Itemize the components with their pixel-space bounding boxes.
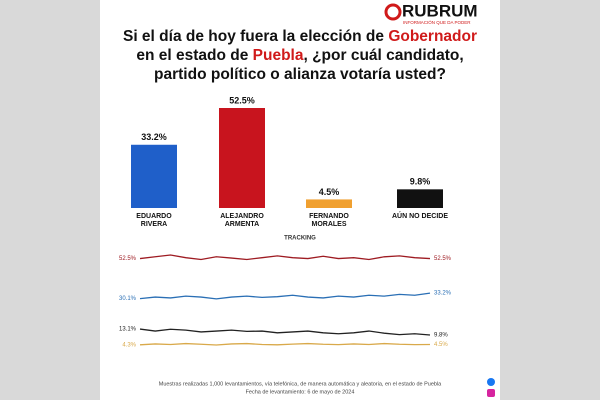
instagram-icon xyxy=(487,389,495,397)
tracking-line xyxy=(139,254,431,261)
logo-tagline: INFORMACIÓN QUE DA PODER xyxy=(403,19,471,25)
tracking-line xyxy=(139,292,431,300)
bar xyxy=(397,189,443,208)
tracking-line xyxy=(139,328,431,336)
value-label: 33.2% xyxy=(141,132,167,142)
line-value-label: 9.8% xyxy=(434,333,448,339)
category-label: EDUARDO RIVERA xyxy=(136,213,172,228)
title-highlight: Gobernador xyxy=(388,28,478,45)
bar xyxy=(306,199,352,208)
category-label: ALEJANDRO ARMENTA xyxy=(220,213,264,228)
line-value-label: 30.1% xyxy=(119,296,137,302)
footer: Muestras realizadas 1,000 levantamientos… xyxy=(159,381,442,387)
bar xyxy=(219,108,265,208)
logo-icon xyxy=(384,3,402,21)
category-label: FERNANDO MORALES xyxy=(309,213,349,228)
title-text: en el estado de xyxy=(136,47,253,64)
line-value-label: 33.2% xyxy=(434,291,452,297)
category-label: AÚN NO DECIDE xyxy=(392,211,448,220)
line-value-label: 52.5% xyxy=(434,256,452,262)
title-highlight: Puebla xyxy=(252,47,304,64)
bar xyxy=(131,144,177,208)
footer: Fecha de levantamiento: 6 de mayo de 202… xyxy=(246,389,355,395)
value-label: 52.5% xyxy=(229,95,255,105)
title: Si el día de hoy fuera la elección de Go… xyxy=(112,27,488,84)
line-value-label: 52.5% xyxy=(119,256,137,262)
value-label: 4.5% xyxy=(319,187,340,197)
tracking-line xyxy=(139,342,431,346)
value-label: 9.8% xyxy=(410,177,431,187)
facebook-icon xyxy=(487,378,495,386)
line-value-label: 4.3% xyxy=(122,342,136,348)
logo-name: RUBRUM xyxy=(402,1,478,20)
title-text: , ¿por cuál candidato, partido político … xyxy=(154,47,464,83)
line-value-label: 4.5% xyxy=(434,342,448,348)
tracking-title: TRACKING xyxy=(284,236,316,242)
line-value-label: 13.1% xyxy=(119,327,137,333)
title-text: Si el día de hoy fuera la elección de xyxy=(122,28,389,45)
